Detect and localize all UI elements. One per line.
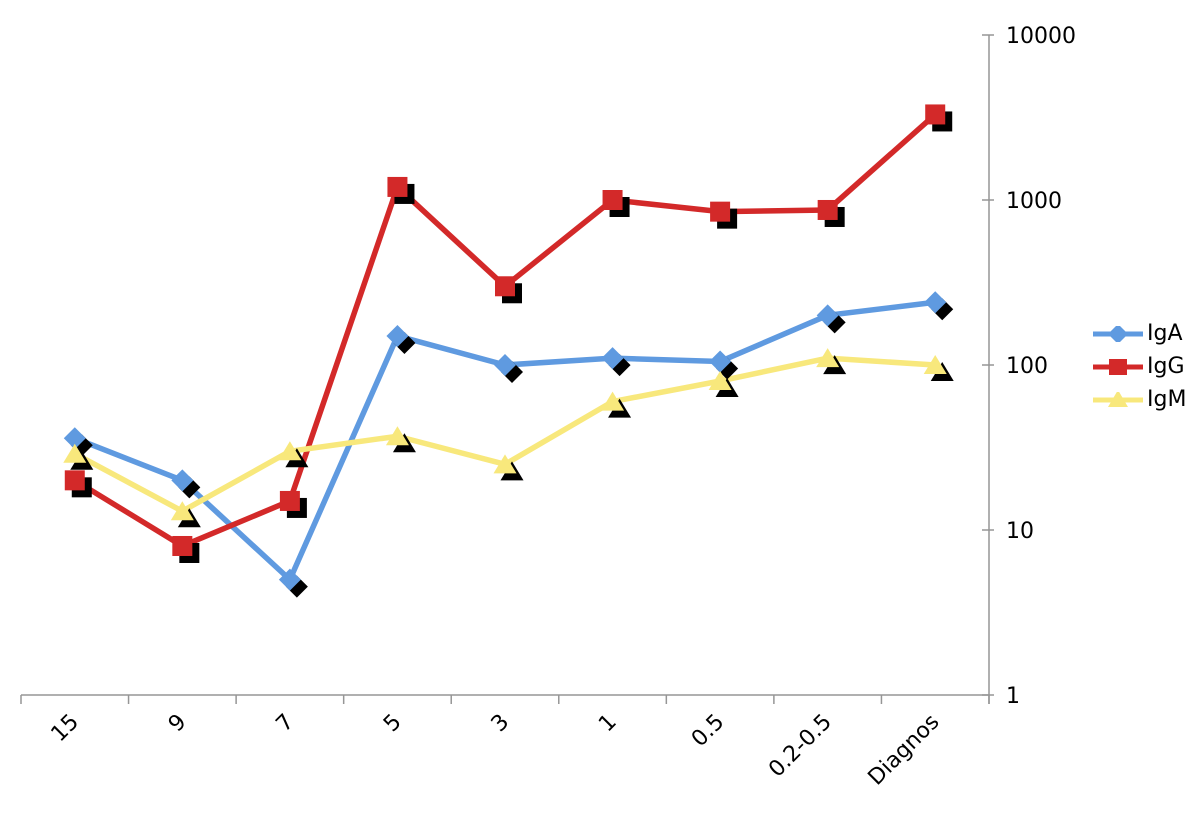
marker-iga-15 [63,427,86,450]
marker-igm-0.5 [708,370,732,390]
marker-iga-0.2-0.5 [816,304,839,327]
legend-label-igg: IgG [1147,353,1185,379]
x-tick-label-7: 7 [272,710,300,738]
legend-marker-igg-icon [1093,358,1143,375]
x-tick-label-0.5: 0.5 [687,710,729,752]
marker-iga-9 [171,469,194,492]
marker-iga-5 [386,324,409,347]
marker-igm-5 [385,426,409,446]
marker-igg-0.2-0.5 [817,199,838,220]
marker-igg-9 [172,535,193,556]
legend-marker-igm-icon [1093,391,1143,407]
marker-igg-7 [279,490,300,511]
y-tick-label-1000: 1000 [1006,189,1062,214]
legend-item-igg: IgG [1092,350,1186,383]
legend-marker-iga-icon [1093,325,1143,342]
marker-iga-7 [278,568,301,591]
marker-igg-Diagnos [925,104,946,125]
series-line-igm [73,355,936,515]
marker-igg-15 [64,470,85,491]
marker-igm-0.2-0.5 [816,348,840,368]
chart-legend: IgA IgG IgM [1092,317,1186,416]
marker-igg-1 [602,190,623,210]
marker-igm-Diagnos [923,355,947,374]
marker-igm-3 [493,454,517,474]
x-tick-label-0.2-0.5: 0.2-0.5 [764,710,837,783]
marker-igg-3 [495,276,515,297]
legend-label-igm: IgM [1147,386,1187,412]
marker-iga-3 [494,354,516,376]
x-tick-label-9: 9 [164,710,192,738]
marker-igm-1 [601,391,625,411]
y-tick-label-1: 1 [1006,684,1020,709]
y-tick-label-100: 100 [1006,354,1048,379]
y-tick-label-10: 10 [1006,519,1034,544]
marker-iga-0.5 [709,350,732,373]
x-tick-label-5: 5 [379,710,407,738]
series-line-igg [73,112,938,550]
marker-igg-0.5 [710,201,731,222]
x-tick-label-1: 1 [594,710,622,738]
x-tick-label-Diagnos: Diagnos [864,710,945,791]
legend-item-igm: IgM [1092,383,1186,416]
marker-igm-7 [278,441,302,461]
x-tick-label-3: 3 [487,710,515,738]
marker-iga-Diagnos [924,291,947,314]
x-tick-label-15: 15 [47,710,84,747]
y-tick-label-10000: 10000 [1006,24,1076,49]
marker-igm-9 [170,501,194,521]
marker-iga-1 [601,347,624,370]
marker-igg-5 [387,176,408,197]
legend-item-iga: IgA [1092,317,1186,350]
marker-igm-15 [63,443,87,463]
legend-label-iga: IgA [1147,320,1183,346]
